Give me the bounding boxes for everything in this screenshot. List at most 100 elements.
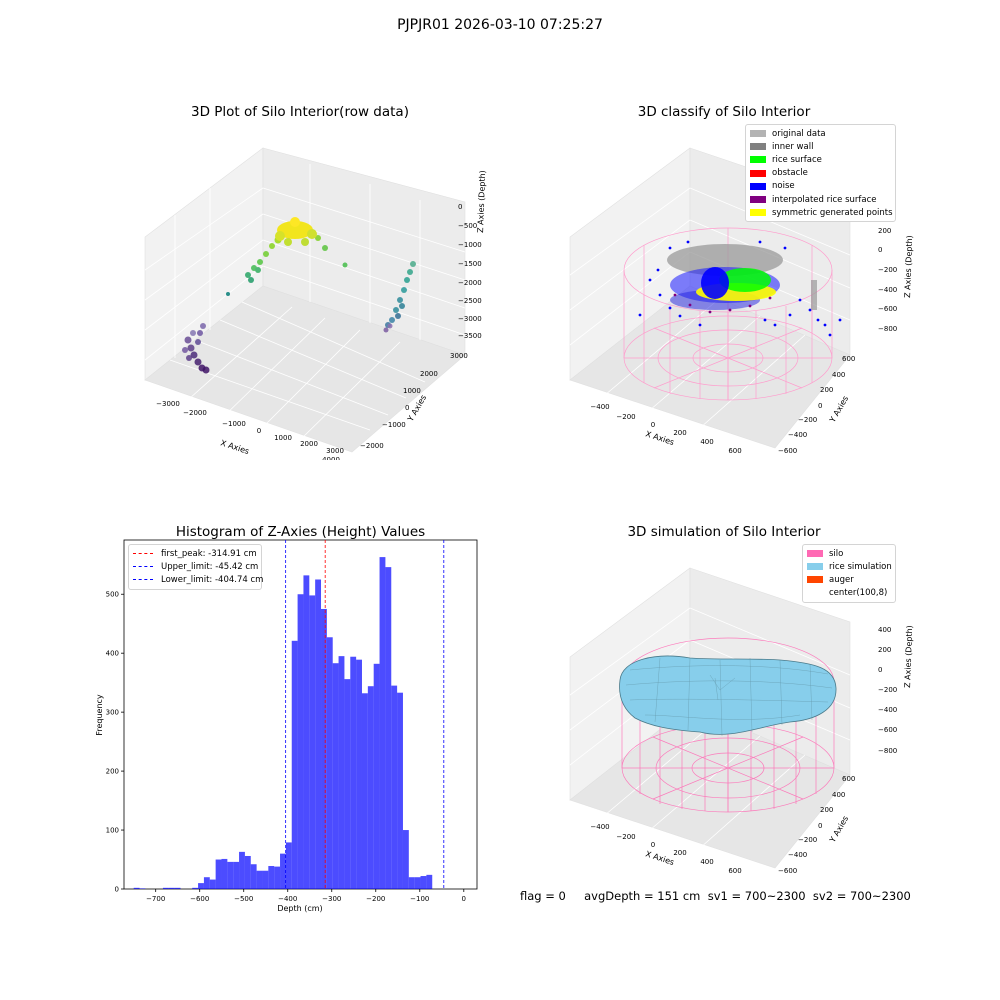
classify-z-ticks: 200 0 −200 −400 −600 −800 — [878, 227, 897, 333]
histogram-bar — [268, 866, 275, 889]
svg-text:200: 200 — [673, 849, 686, 857]
svg-text:200: 200 — [673, 429, 686, 437]
histogram-bar — [332, 663, 339, 889]
x-tick-label: −100 — [410, 895, 429, 903]
svg-text:1000: 1000 — [274, 434, 292, 442]
legend-label: original data — [772, 128, 826, 139]
legend-label: symmetric generated points — [772, 207, 893, 218]
legend-item: silo — [807, 547, 891, 560]
legend-label: auger — [829, 574, 854, 585]
legend-line — [133, 553, 153, 555]
classify-original-data — [811, 280, 817, 310]
classify-inner-wall — [667, 244, 783, 276]
svg-text:400: 400 — [878, 626, 891, 634]
histogram-y-label: Frequency — [95, 694, 104, 736]
histogram-bar — [385, 567, 392, 889]
legend-item: original data — [750, 127, 891, 140]
svg-text:400: 400 — [832, 371, 845, 379]
histogram-bar — [262, 870, 269, 889]
svg-text:0: 0 — [651, 841, 655, 849]
legend-label: noise — [772, 181, 795, 192]
svg-text:600: 600 — [842, 355, 855, 363]
x-tick-label: −300 — [322, 895, 341, 903]
simulation-z-ticks: 400 200 0 −200 −400 −600 −800 — [878, 626, 897, 755]
histogram-chart[interactable]: −700 −600 −500 −400 −300 −200 −100 0 0 100 200 300… — [80, 530, 490, 920]
histogram-bar — [256, 870, 263, 889]
svg-text:1000: 1000 — [403, 387, 421, 395]
histogram-bar — [233, 861, 240, 889]
histogram-bar — [367, 686, 374, 889]
simulation-z-label: Z Axies (Depth) — [903, 625, 914, 688]
svg-text:−800: −800 — [878, 325, 897, 333]
histogram-bar — [215, 859, 222, 889]
svg-text:0: 0 — [878, 666, 882, 674]
raw-plot-title: 3D Plot of Silo Interior(row data) — [191, 104, 409, 120]
classify-rice-surface — [719, 268, 771, 292]
classify-pane-floor — [569, 285, 851, 449]
legend-item: symmetric generated points — [750, 206, 893, 219]
y-tick-label: 300 — [106, 709, 119, 717]
histogram-bar — [402, 830, 409, 889]
svg-text:0: 0 — [651, 421, 655, 429]
svg-text:−800: −800 — [878, 747, 897, 755]
histogram-bar — [326, 637, 333, 889]
y-tick-label: 0 — [115, 886, 119, 894]
svg-text:−600: −600 — [878, 726, 897, 734]
classify-interpolated-surface — [673, 293, 772, 314]
simulation-silo-wireframe — [621, 637, 835, 813]
svg-text:−2000: −2000 — [183, 409, 207, 417]
legend-item: auger — [807, 573, 891, 586]
x-tick-label: −200 — [366, 895, 385, 903]
legend-label: Upper_limit: -45.42 cm — [161, 561, 259, 572]
simulation-3d-plot[interactable]: −400 −200 0 200 400 600 X Axies 600 400 200 0… — [560, 550, 960, 880]
svg-text:0: 0 — [458, 203, 462, 211]
legend-item: Lower_limit: -404.74 cm — [133, 573, 263, 586]
svg-text:400: 400 — [700, 438, 713, 446]
svg-text:600: 600 — [842, 775, 855, 783]
y-tick-label: 100 — [106, 827, 119, 835]
simulation-plot-title: 3D simulation of Silo Interior — [627, 524, 821, 540]
svg-text:200: 200 — [878, 646, 891, 654]
classify-x-label: X Axies — [644, 429, 675, 447]
legend-item: inner wall — [750, 140, 891, 153]
legend-swatch — [750, 182, 766, 190]
histogram-bar — [379, 557, 386, 889]
simulation-surface-mesh — [625, 657, 833, 737]
legend-item: rice surface — [750, 153, 891, 166]
classify-x-ticks: −400 −200 0 200 400 600 — [590, 403, 741, 455]
legend-item: noise — [750, 180, 891, 193]
svg-text:2000: 2000 — [300, 440, 318, 448]
svg-text:200: 200 — [878, 227, 891, 235]
classify-y-ticks: 600 400 200 0 −200 −400 −600 — [778, 355, 855, 455]
histogram-bar — [221, 858, 228, 889]
svg-text:400: 400 — [832, 791, 845, 799]
histogram-bar — [338, 656, 345, 889]
histogram-bar — [408, 877, 415, 889]
svg-text:−2000: −2000 — [458, 279, 482, 287]
simulation-x-label: X Axies — [644, 849, 675, 867]
svg-text:0: 0 — [818, 402, 822, 410]
svg-text:−600: −600 — [878, 305, 897, 313]
raw-x-label: X Axies — [219, 438, 250, 456]
legend-swatch — [807, 589, 823, 597]
y-tick-label: 400 — [106, 650, 119, 658]
legend-swatch — [807, 576, 823, 584]
legend-line — [133, 566, 153, 568]
legend-swatch — [750, 196, 766, 204]
legend-item: rice simulation — [807, 560, 892, 573]
figure-title: PJPJR01 2026-03-10 07:25:27 — [397, 17, 603, 33]
legend-label: silo — [829, 548, 844, 559]
histogram-bars — [133, 557, 433, 889]
histogram-bar — [133, 887, 140, 889]
svg-text:−400: −400 — [788, 431, 807, 439]
histogram-bar — [203, 877, 210, 889]
legend-item: interpolated rice surface — [750, 193, 891, 206]
histogram-bar — [227, 861, 234, 889]
svg-text:−400: −400 — [590, 823, 609, 831]
histogram-bar — [162, 887, 169, 889]
histogram-bar — [209, 879, 216, 889]
legend-label: rice surface — [772, 154, 822, 165]
legend-swatch — [807, 550, 823, 558]
svg-text:−3500: −3500 — [458, 332, 482, 340]
